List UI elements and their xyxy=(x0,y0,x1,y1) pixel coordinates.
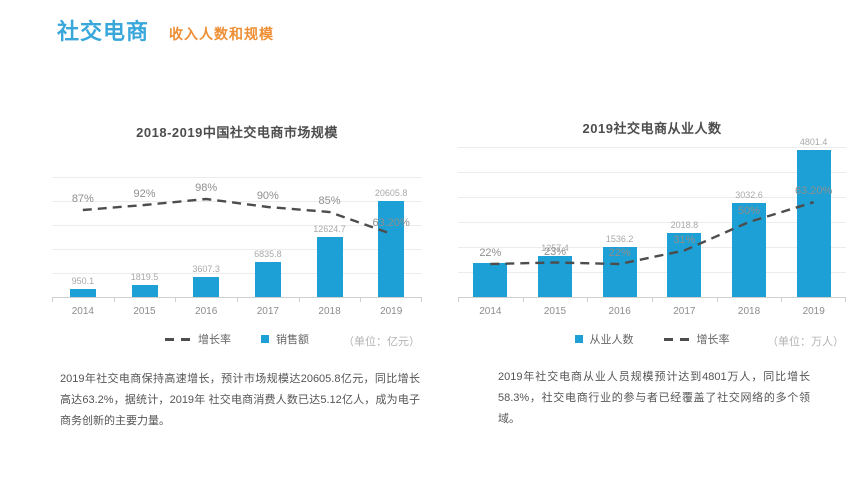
bar-value-label: 3032.6 xyxy=(735,189,763,200)
legend-items: 从业人数 增长率 xyxy=(574,331,730,347)
legend-label: 增长率 xyxy=(198,334,231,346)
axis-tick xyxy=(522,298,524,302)
axis-tick xyxy=(458,298,459,302)
axis-tick xyxy=(113,298,115,302)
x-tick-label: 2016 xyxy=(195,306,218,317)
growth-label: 23% xyxy=(543,245,567,258)
growth-label: 22% xyxy=(608,247,631,259)
axis-tick xyxy=(360,298,362,302)
plot-area: 1257.4 1536.2 2018.8 3032.6 4801.4 22% 23% 22% 3… xyxy=(458,137,846,297)
axis-tick xyxy=(175,298,177,302)
legend-item: 增长率 xyxy=(663,331,730,347)
growth-line xyxy=(82,197,392,235)
chart-caption: 2019年社交电商从业人员规模预计达到4801万人，同比增长58.3%，社交电商… xyxy=(498,371,810,425)
legend: 增长率 销售额 （单位：亿元） xyxy=(52,331,422,348)
bar-legend-swatch xyxy=(261,335,269,343)
slide-header: 社交电商 收入人数和规模 xyxy=(57,14,274,46)
bar xyxy=(254,262,281,297)
page-title: 社交电商 xyxy=(57,19,150,44)
bar xyxy=(796,150,831,297)
chart-title: 2018-2019中国社交电商市场规模 xyxy=(136,125,338,140)
bar-value-label: 1536.2 xyxy=(605,234,634,245)
bar xyxy=(193,276,220,297)
bar xyxy=(473,262,508,297)
x-tick-label: 2016 xyxy=(608,306,631,317)
x-tick-label: 2017 xyxy=(673,306,696,317)
dashed-line-legend-swatch xyxy=(663,337,690,341)
unit-label: （单位：亿元） xyxy=(343,336,420,348)
bar-value-label: 3607.3 xyxy=(192,263,220,274)
x-tick-label: 2014 xyxy=(71,306,94,317)
x-tick-label: 2017 xyxy=(256,306,279,317)
x-tick-label: 2019 xyxy=(380,306,403,317)
bar xyxy=(602,247,637,297)
axis-tick xyxy=(845,298,846,302)
x-tick-label: 2015 xyxy=(543,306,567,317)
growth-label: 50% xyxy=(737,205,761,217)
growth-label: 63.20% xyxy=(372,216,410,229)
axis-tick xyxy=(52,298,53,302)
axis-tick xyxy=(237,298,238,302)
chart-caption: 2019年社交电商保持高速增长，预计市场规模达20605.8亿元，同比增长高达6… xyxy=(60,373,420,427)
x-axis xyxy=(52,297,422,303)
bar-value-label: 950.1 xyxy=(71,275,95,286)
bar-value-label: 20605.8 xyxy=(374,188,408,198)
bar xyxy=(316,236,343,297)
growth-label: 22% xyxy=(479,247,502,259)
legend-items: 增长率 销售额 xyxy=(165,331,309,347)
bar xyxy=(667,232,702,297)
axis-tick xyxy=(421,298,422,302)
axis-tick xyxy=(781,298,783,302)
bar-value-label: 12624.7 xyxy=(313,223,346,234)
bar-value-label: 4801.4 xyxy=(799,137,828,147)
growth-label: 90% xyxy=(256,190,279,202)
page-subtitle: 收入人数和规模 xyxy=(169,26,275,42)
legend-item: 销售额 xyxy=(261,331,309,347)
growth-label: 92% xyxy=(133,188,156,200)
bar xyxy=(69,288,96,297)
x-axis-labels: 2014 2015 2016 2017 2018 2019 xyxy=(52,306,422,317)
bar xyxy=(131,284,158,297)
x-tick-label: 2018 xyxy=(318,306,341,317)
legend-item: 增长率 xyxy=(165,331,231,347)
axis-tick xyxy=(587,298,589,302)
x-axis xyxy=(458,297,846,303)
bar-value-label: 1257.4 xyxy=(541,242,569,253)
growth-line xyxy=(490,201,815,266)
legend: 从业人数 增长率 （单位：万人） xyxy=(458,331,846,348)
unit-label: （单位：万人） xyxy=(767,336,844,348)
plot-area: 950.1 1819.5 3607.3 6835.8 12624.7 20605.8 87%… xyxy=(52,177,422,297)
x-tick-label: 2019 xyxy=(802,306,825,317)
employees-chart-panel: 2019社交电商从业人数 1257.4 1536.2 2018.8 3032.6 480… xyxy=(458,118,846,430)
legend-label: 从业人数 xyxy=(589,334,634,346)
x-tick-label: 2015 xyxy=(133,306,156,317)
chart-title: 2019社交电商从业人数 xyxy=(582,121,722,136)
legend-item: 从业人数 xyxy=(574,331,634,347)
growth-label: 85% xyxy=(318,195,341,207)
dashed-line-legend-swatch xyxy=(165,337,191,341)
bar-value-label: 6835.8 xyxy=(254,249,282,260)
x-tick-label: 2014 xyxy=(479,306,502,317)
legend-label: 销售额 xyxy=(276,334,309,346)
x-axis-labels: 2014 2015 2016 2017 2018 2019 xyxy=(458,306,846,317)
axis-tick xyxy=(652,298,653,302)
bar xyxy=(378,201,405,297)
x-tick-label: 2018 xyxy=(737,306,761,317)
growth-label: 31% xyxy=(673,233,696,246)
growth-label: 98% xyxy=(195,182,218,194)
bar-value-label: 1819.5 xyxy=(130,271,159,282)
market-scale-chart-panel: 2018-2019中国社交电商市场规模 950.1 1819.5 3607.3 683… xyxy=(52,122,422,432)
bar-legend-swatch xyxy=(574,335,583,343)
growth-label: 63.20% xyxy=(795,185,833,198)
bar-value-label: 2018.8 xyxy=(670,219,699,230)
axis-tick xyxy=(298,298,300,302)
axis-tick xyxy=(716,298,718,302)
growth-label: 87% xyxy=(71,193,94,205)
legend-label: 增长率 xyxy=(696,334,730,346)
